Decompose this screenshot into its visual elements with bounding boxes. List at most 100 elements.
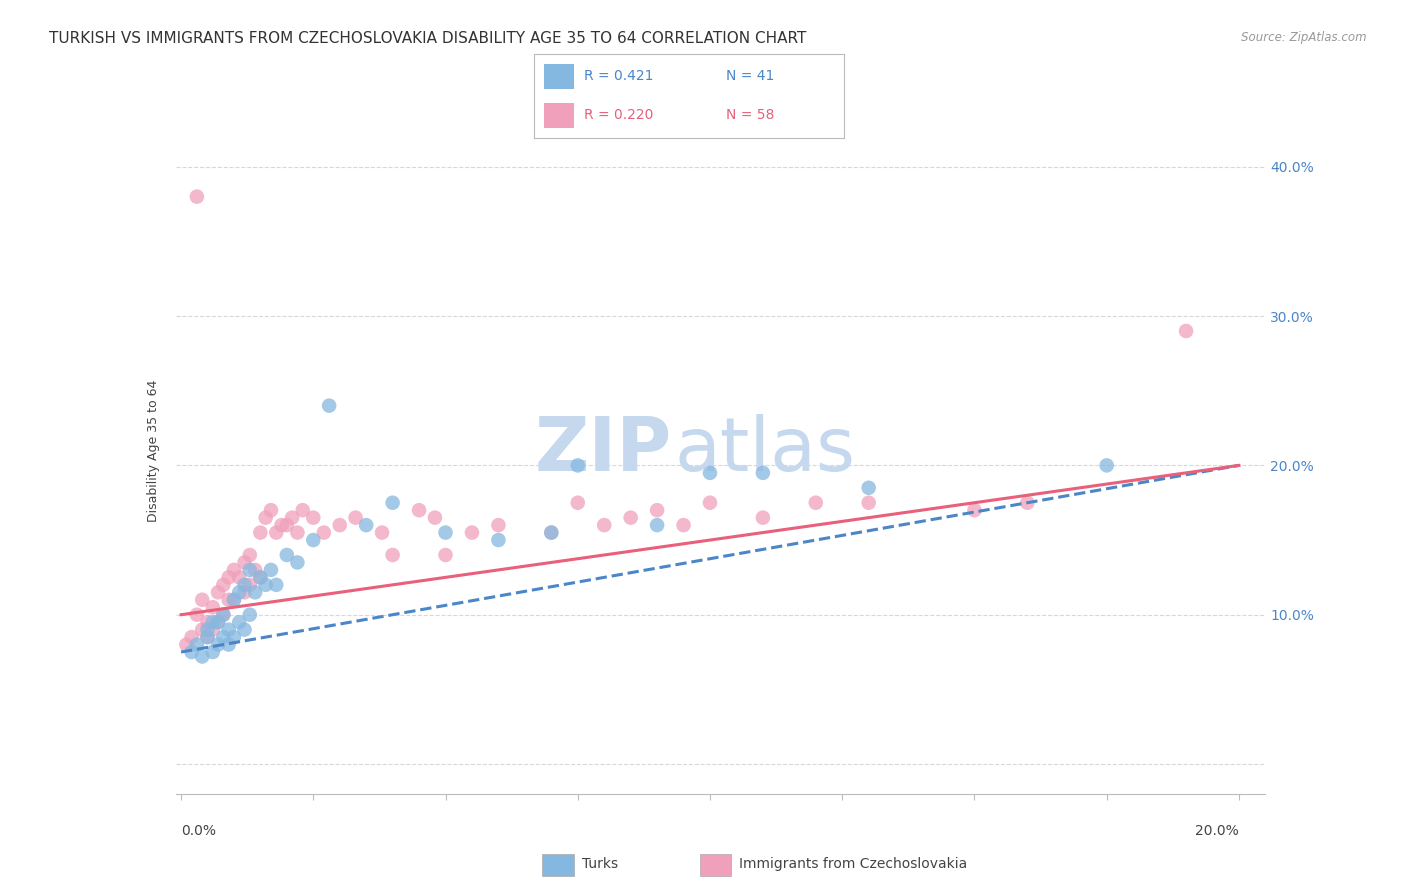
- Point: [281, 510, 304, 524]
- Point: [207, 615, 229, 630]
- Bar: [544, 103, 575, 128]
- Point: [858, 496, 880, 510]
- Point: [212, 607, 235, 622]
- Point: [486, 533, 509, 547]
- Text: 0.0%: 0.0%: [181, 824, 217, 838]
- Point: [486, 518, 509, 533]
- Point: [567, 458, 589, 473]
- Point: [302, 510, 325, 524]
- Point: [567, 496, 589, 510]
- Point: [201, 623, 224, 637]
- Text: 20.0%: 20.0%: [1195, 824, 1239, 838]
- Point: [963, 503, 986, 517]
- Point: [207, 615, 229, 630]
- Point: [191, 649, 214, 664]
- Point: [423, 510, 446, 524]
- Point: [381, 496, 404, 510]
- Point: [233, 623, 256, 637]
- Point: [201, 600, 224, 615]
- Point: [249, 570, 271, 584]
- Point: [381, 548, 404, 562]
- Text: atlas: atlas: [675, 414, 856, 487]
- Point: [752, 510, 775, 524]
- Point: [228, 585, 250, 599]
- Text: Immigrants from Czechoslovakia: Immigrants from Czechoslovakia: [740, 857, 967, 871]
- Point: [434, 548, 457, 562]
- Point: [249, 525, 271, 540]
- Point: [461, 525, 484, 540]
- Point: [233, 556, 256, 570]
- Text: N = 58: N = 58: [725, 109, 775, 122]
- Point: [180, 630, 202, 644]
- Point: [804, 496, 827, 510]
- Text: R = 0.220: R = 0.220: [583, 109, 654, 122]
- Point: [276, 548, 298, 562]
- Text: R = 0.421: R = 0.421: [583, 70, 654, 83]
- Point: [434, 525, 457, 540]
- Point: [218, 592, 240, 607]
- Point: [212, 607, 235, 622]
- Point: [1095, 458, 1118, 473]
- Point: [191, 623, 214, 637]
- Point: [344, 510, 367, 524]
- Point: [243, 585, 266, 599]
- Point: [207, 638, 229, 652]
- Bar: [544, 63, 575, 89]
- Y-axis label: Disability Age 35 to 64: Disability Age 35 to 64: [146, 379, 160, 522]
- Point: [291, 503, 314, 517]
- Point: [239, 563, 262, 577]
- Point: [233, 578, 256, 592]
- Point: [264, 578, 287, 592]
- Point: [197, 630, 219, 644]
- Point: [212, 578, 235, 592]
- Point: [176, 638, 198, 652]
- Point: [752, 466, 775, 480]
- Point: [260, 503, 283, 517]
- Point: [254, 578, 277, 592]
- Point: [201, 645, 224, 659]
- Point: [276, 518, 298, 533]
- Text: TURKISH VS IMMIGRANTS FROM CZECHOSLOVAKIA DISABILITY AGE 35 TO 64 CORRELATION CH: TURKISH VS IMMIGRANTS FROM CZECHOSLOVAKI…: [49, 31, 807, 46]
- Point: [1175, 324, 1198, 338]
- Point: [239, 548, 262, 562]
- Point: [197, 615, 219, 630]
- Point: [186, 189, 208, 203]
- Point: [222, 592, 245, 607]
- Point: [186, 638, 208, 652]
- Point: [318, 399, 340, 413]
- Point: [354, 518, 377, 533]
- Point: [858, 481, 880, 495]
- Point: [540, 525, 562, 540]
- Point: [222, 592, 245, 607]
- Point: [264, 525, 287, 540]
- Point: [249, 570, 271, 584]
- Point: [699, 496, 721, 510]
- Point: [233, 585, 256, 599]
- Point: [222, 630, 245, 644]
- Point: [645, 518, 668, 533]
- Text: Source: ZipAtlas.com: Source: ZipAtlas.com: [1241, 31, 1367, 45]
- Point: [186, 607, 208, 622]
- Point: [645, 503, 668, 517]
- Point: [672, 518, 695, 533]
- Point: [329, 518, 352, 533]
- Text: Turks: Turks: [582, 857, 617, 871]
- Point: [254, 510, 277, 524]
- Point: [243, 563, 266, 577]
- Text: ZIP: ZIP: [534, 414, 672, 487]
- Point: [201, 615, 224, 630]
- Point: [222, 563, 245, 577]
- Point: [270, 518, 292, 533]
- Point: [218, 623, 240, 637]
- Point: [593, 518, 616, 533]
- Point: [699, 466, 721, 480]
- Point: [620, 510, 643, 524]
- Point: [228, 615, 250, 630]
- Point: [287, 525, 309, 540]
- Point: [239, 578, 262, 592]
- Point: [228, 570, 250, 584]
- Point: [408, 503, 430, 517]
- Point: [302, 533, 325, 547]
- Point: [212, 630, 235, 644]
- Point: [191, 592, 214, 607]
